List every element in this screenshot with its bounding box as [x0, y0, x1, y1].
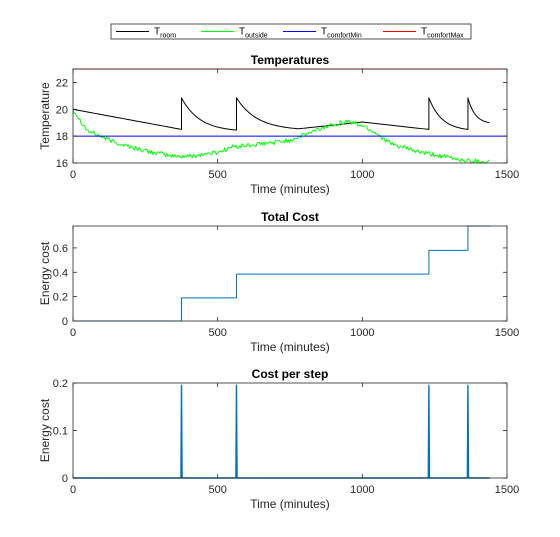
legend-entry-comfortmax: TcomfortMax: [383, 27, 464, 40]
x-tick-label: 0: [70, 484, 76, 496]
chart-title: Total Cost: [261, 210, 319, 224]
y-tick-label: 16: [56, 158, 68, 170]
axes-box: [72, 68, 508, 164]
x-tick-label: 500: [208, 327, 226, 339]
y-tick-label: 22: [56, 77, 68, 89]
y-axis-label: Energy cost: [38, 398, 52, 462]
y-tick-label: 18: [56, 131, 68, 143]
y-axis-label: Temperature: [38, 82, 52, 150]
series-group: [73, 225, 490, 322]
legend-entry-comfortmin: TcomfortMin: [283, 27, 362, 40]
chart-2: 0 500 1000 1500 0 0.2 0.4 0.6 Total Cost Time (mi…: [38, 210, 519, 354]
x-tick-label: 500: [208, 169, 226, 181]
x-tick-label: 1500: [495, 327, 519, 339]
y-tick-label: 0: [62, 316, 68, 328]
y-tick-label: 0.2: [53, 292, 68, 304]
legend: Troom Toutside TcomfortMin TcomfortMax: [110, 23, 472, 40]
x-tick-label: 1000: [350, 484, 374, 496]
axes-box: [72, 225, 508, 322]
x-axis-label: Time (minutes): [250, 497, 330, 511]
plot-area: [73, 383, 507, 478]
x-axis-label: Time (minutes): [250, 340, 330, 354]
series-t-room: [73, 97, 490, 131]
chart-title: Cost per step: [252, 367, 329, 381]
x-tick-label: 0: [70, 169, 76, 181]
y-tick-label: 0.6: [53, 243, 68, 255]
y-tick-label: 0.1: [53, 426, 68, 438]
chart-title: Temperatures: [251, 53, 330, 67]
series-line: [73, 225, 490, 322]
y-tick-label: 0.4: [53, 267, 68, 279]
x-axis-label: Time (minutes): [250, 182, 330, 196]
series-t-outside: [73, 109, 490, 164]
legend-label: Toutside: [239, 27, 268, 40]
legend-label: Troom: [154, 27, 176, 40]
x-tick-label: 1000: [350, 327, 374, 339]
plot-area: [73, 226, 507, 321]
legend-label: TcomfortMin: [321, 27, 362, 40]
y-tick-label: 0: [62, 473, 68, 485]
x-tick-label: 0: [70, 327, 76, 339]
legend-label: TcomfortMax: [421, 27, 464, 40]
plot-area: [73, 69, 507, 163]
chart-1: 0 500 1000 1500 16 18 20 22 Temperatures Time (mi…: [38, 53, 519, 196]
x-tick-label: 1000: [350, 169, 374, 181]
y-axis-label: Energy cost: [38, 241, 52, 305]
x-tick-label: 500: [208, 484, 226, 496]
legend-entry-room: Troom: [116, 27, 176, 40]
x-tick-label: 1500: [495, 169, 519, 181]
y-tick-label: 0.2: [53, 378, 68, 390]
x-tick-label: 1500: [495, 484, 519, 496]
y-tick-label: 20: [56, 104, 68, 116]
chart-3: 0 500 1000 1500 0 0.1 0.2 Cost per step Time (mi…: [38, 367, 519, 511]
legend-entry-outside: Toutside: [201, 27, 268, 40]
